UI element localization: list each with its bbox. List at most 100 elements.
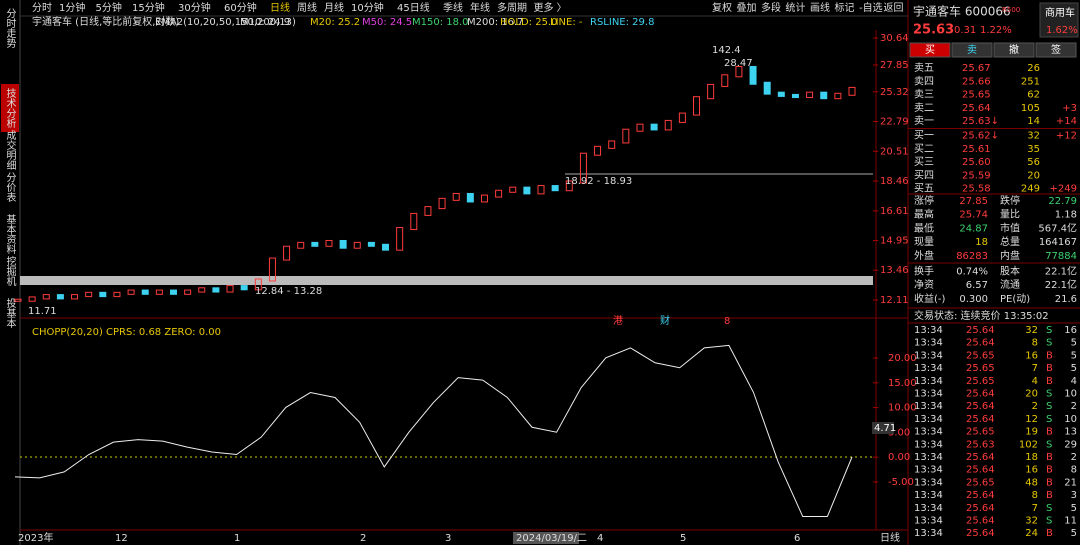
event-tag: 港 <box>613 315 623 327</box>
book-delta: +14 <box>1056 116 1077 127</box>
ma-value: M20: 25.2 <box>310 17 360 28</box>
trade-side: S <box>1046 325 1052 336</box>
stat-value: 567.4亿 <box>1038 221 1077 234</box>
period-tab[interactable]: 年线 <box>470 1 490 14</box>
trade-button[interactable] <box>993 42 1035 58</box>
book-price: 25.66 <box>962 76 991 87</box>
nav-tab[interactable]: 挖掘机 <box>4 255 16 287</box>
candle <box>537 185 545 195</box>
trade-time: 13:34 <box>914 338 943 349</box>
trade-price: 25.64 <box>966 503 995 514</box>
nav-tab[interactable]: 分时走势 <box>4 8 16 49</box>
candle <box>283 245 291 261</box>
stat-value: 25.74 <box>959 210 988 221</box>
tool-button[interactable]: 画线 <box>810 1 830 14</box>
trade-side: S <box>1046 516 1052 527</box>
book-price: 25.64 <box>962 103 991 114</box>
candle <box>226 285 234 293</box>
trade-time: 13:34 <box>914 325 943 336</box>
current-box <box>872 422 894 434</box>
trade-volume: 8 <box>1032 490 1038 501</box>
ma-value: LINE: - <box>550 17 583 28</box>
trade-price: 25.65 <box>966 363 995 374</box>
trade-button-label[interactable]: 撤 <box>1009 43 1019 56</box>
period-tab[interactable]: 周线 <box>297 1 317 14</box>
stat-label: 量比 <box>1000 209 1020 221</box>
period-tab[interactable]: 月线 <box>324 1 344 14</box>
sector: 商用车 <box>1045 6 1075 19</box>
period-tab[interactable]: 更多 〉 <box>534 1 567 14</box>
period-tab[interactable]: 5分钟 <box>96 1 122 14</box>
period-tab[interactable]: 日线 <box>270 1 290 14</box>
chopp-tick-label: -5.00 <box>888 477 914 488</box>
period-tab[interactable]: 10分钟 <box>351 1 384 14</box>
stat-label: 最低 <box>914 221 934 234</box>
candle <box>551 185 559 192</box>
period-tab[interactable]: 15分钟 <box>132 1 165 14</box>
tool-button[interactable]: -自选 <box>859 1 883 14</box>
trade-count: 13 <box>1064 427 1077 438</box>
ma-value: RSLINE: 29.8 <box>590 17 654 28</box>
trade-volume: 16 <box>1025 465 1038 476</box>
trade-status: 交易状态: 连续竞价 13:35:02 <box>914 309 1049 322</box>
ema-label: EMA2(10,20,50,150,200,13) <box>155 17 296 28</box>
trade-button[interactable] <box>909 42 951 58</box>
period-tab[interactable]: 多周期 <box>497 1 527 14</box>
trade-volume: 24 <box>1025 528 1038 539</box>
trade-button[interactable] <box>951 42 993 58</box>
trade-volume: 32 <box>1025 516 1038 527</box>
trade-side: B <box>1046 350 1053 361</box>
period-tab[interactable]: 45日线 <box>397 1 430 14</box>
annotation: 12.84 - 13.28 <box>255 286 322 297</box>
period-tab[interactable]: 60分钟 <box>224 1 257 14</box>
nav-tab[interactable]: 投基本 <box>4 297 16 329</box>
trade-count: 5 <box>1071 350 1077 361</box>
candle <box>184 289 192 295</box>
trade-button[interactable] <box>1035 42 1077 58</box>
candle <box>325 239 333 247</box>
candle <box>268 257 276 282</box>
stat-value: 22.1亿 <box>1045 278 1077 291</box>
nav-tab[interactable]: 技术分析 <box>4 87 16 129</box>
period-tab[interactable]: 季线 <box>443 1 463 14</box>
trade-button-label[interactable]: 卖 <box>967 44 977 56</box>
period-tab[interactable]: 30分钟 <box>178 1 211 14</box>
period-label: 日线 <box>880 531 900 544</box>
price-tick-label: 30.64 <box>880 33 909 44</box>
trade-side: B <box>1046 465 1053 476</box>
stat-label: 涨停 <box>914 194 934 207</box>
change: 0.31 <box>954 25 976 36</box>
tool-button[interactable]: 叠加 <box>737 2 757 14</box>
stat-label: 净资 <box>914 278 934 291</box>
change-pct: 1.22% <box>980 25 1012 36</box>
trade-time: 13:34 <box>914 503 943 514</box>
nav-tab[interactable]: 基本资料 <box>4 213 16 255</box>
chopp-tick-label: 0.00 <box>888 452 910 463</box>
candle <box>198 287 206 293</box>
tool-button[interactable]: 返回 <box>884 2 904 14</box>
trade-side: S <box>1046 439 1052 450</box>
candle <box>834 92 842 100</box>
stat-value: 0.300 <box>959 294 988 305</box>
trade-button-label[interactable]: 签 <box>1051 43 1061 56</box>
trade-volume: 18 <box>1025 452 1038 463</box>
candle <box>763 81 771 95</box>
nav-tab[interactable]: 成交明细 <box>4 130 16 170</box>
nav-tab[interactable]: 分价表 <box>4 172 16 203</box>
trade-button-label[interactable]: 买 <box>925 44 935 56</box>
annotation: 142.4 <box>712 45 741 56</box>
candle <box>480 194 488 203</box>
trade-volume: 12 <box>1025 414 1038 425</box>
stat-value: 6.57 <box>966 280 988 291</box>
tool-button[interactable]: 标记 <box>835 2 855 14</box>
candle <box>452 192 460 201</box>
period-tab[interactable]: 分时 <box>32 2 52 14</box>
stat-label: 收益(-) <box>914 292 946 305</box>
tool-button[interactable]: 多段 <box>761 1 781 14</box>
period-tab[interactable]: 1分钟 <box>59 1 85 14</box>
tool-button[interactable]: 统计 <box>786 1 806 14</box>
tool-button[interactable]: 复权 <box>712 1 732 14</box>
date-label: 1 <box>234 533 240 544</box>
book-volume: 14 <box>1027 116 1040 127</box>
candle <box>636 123 644 132</box>
